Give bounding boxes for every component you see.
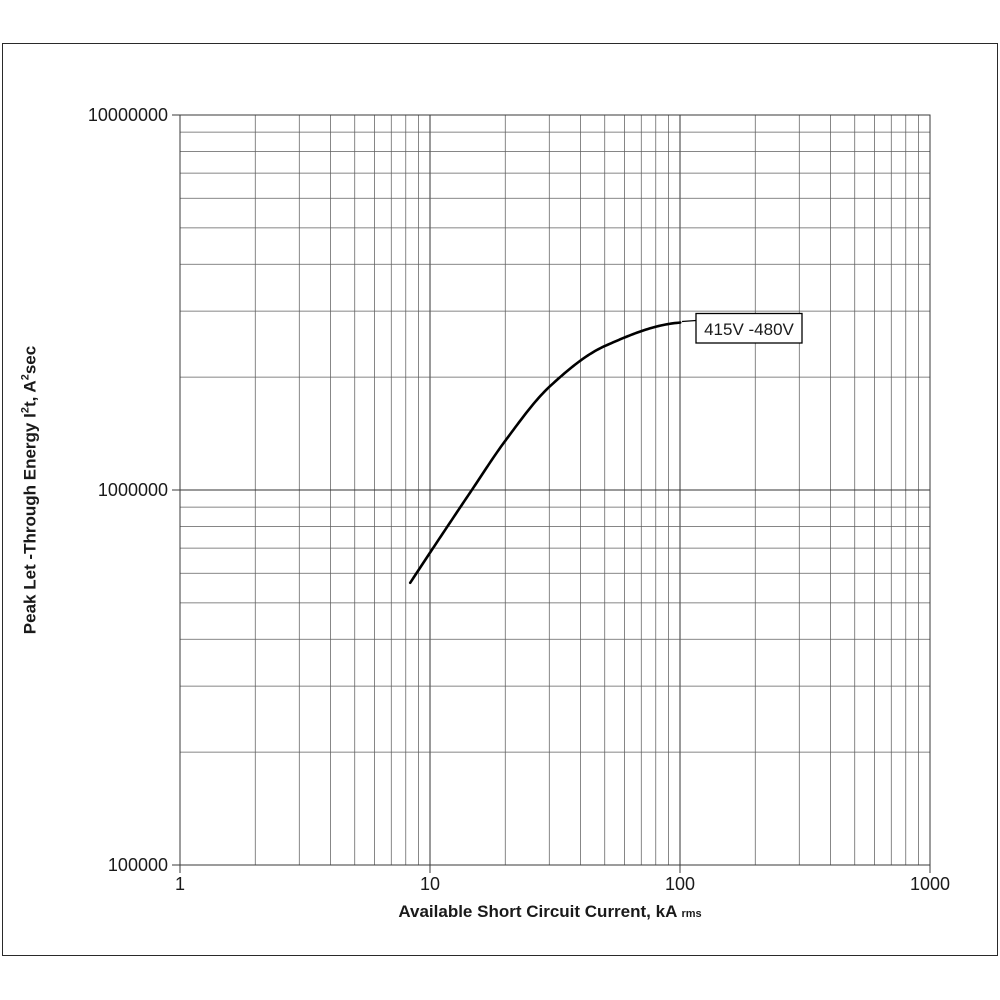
svg-text:1000000: 1000000 — [98, 480, 168, 500]
svg-text:10: 10 — [420, 874, 440, 894]
svg-text:100: 100 — [665, 874, 695, 894]
svg-text:415V -480V: 415V -480V — [704, 320, 794, 339]
svg-text:1000: 1000 — [910, 874, 950, 894]
svg-text:1: 1 — [175, 874, 185, 894]
svg-text:100000: 100000 — [108, 855, 168, 875]
svg-text:10000000: 10000000 — [88, 105, 168, 125]
